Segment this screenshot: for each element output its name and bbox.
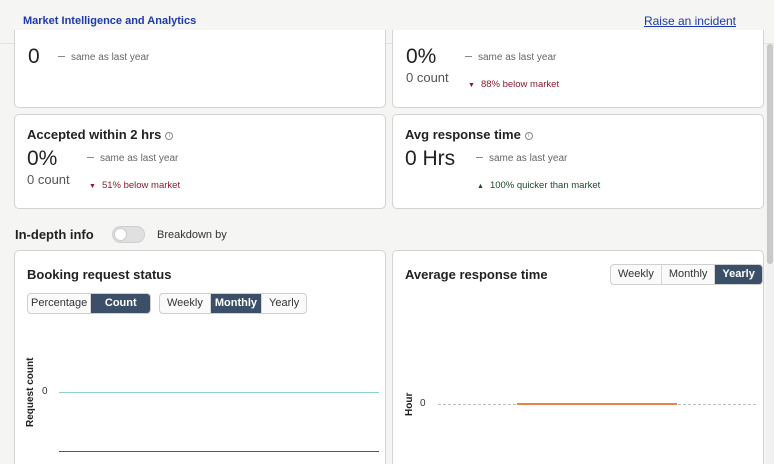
info-icon[interactable]: i [524, 132, 533, 140]
average-response-time-card: Average response time Weekly Monthly Yea… [392, 250, 764, 464]
metric-value: 0% [406, 45, 437, 68]
card-title: Booking request status [27, 267, 172, 282]
card-title: Avg response time i [405, 127, 533, 142]
metric-value: 0 [28, 45, 40, 68]
metric-value: 0 Hrs [405, 147, 456, 170]
metric-card-top-left: 0 same as last year [14, 30, 386, 108]
scrollbar-thumb[interactable] [767, 44, 773, 264]
booking-request-status-card: Booking request status Percentage Count … [14, 250, 386, 464]
market-comparison: ▼ 51% below market [89, 180, 181, 191]
same-as-last-year: same as last year [465, 52, 556, 63]
y-axis-label: Request count [25, 357, 36, 427]
option-percentage[interactable]: Percentage [28, 294, 92, 313]
mode-selector: Percentage Count [27, 293, 152, 314]
in-depth-info-heading: In-depth info [15, 227, 94, 242]
metric-count: 0 count [406, 70, 449, 85]
period-selector: Weekly Monthly Yearly [159, 293, 308, 314]
breakdown-label: Breakdown by [157, 229, 227, 241]
market-comparison: ▲ 100% quicker than market [477, 180, 601, 191]
option-yearly[interactable]: Yearly [269, 297, 300, 309]
caret-down-icon: ▼ [468, 82, 475, 89]
market-comparison: ▼ 88% below market [468, 79, 560, 90]
metric-card-top-right: 0% 0 count same as last year ▼ 88% below … [392, 30, 764, 108]
toggle-knob [114, 228, 127, 241]
page-scrollbar[interactable] [766, 44, 774, 464]
option-weekly[interactable]: Weekly [160, 294, 211, 313]
caret-down-icon: ▼ [89, 183, 96, 190]
option-count[interactable]: Count [91, 294, 151, 313]
breakdown-toggle[interactable] [112, 226, 145, 243]
avg-response-time-card: Avg response time i 0 Hrs same as last ye… [392, 114, 764, 209]
card-title: Accepted within 2 hrs i [27, 127, 174, 142]
same-as-last-year: same as last year [476, 153, 567, 164]
series-line [59, 392, 379, 393]
info-icon[interactable]: i [165, 132, 174, 140]
option-weekly[interactable]: Weekly [611, 265, 662, 284]
raise-incident-link[interactable]: Raise an incident [643, 14, 736, 28]
card-title: Average response time [405, 267, 548, 282]
caret-up-icon: ▲ [477, 183, 484, 190]
same-as-last-year: same as last year [58, 52, 149, 63]
period-selector: Weekly Monthly Yearly [610, 264, 763, 285]
option-yearly[interactable]: Yearly [715, 265, 762, 284]
series-line [517, 403, 677, 405]
accepted-within-2hrs-card: Accepted within 2 hrs i 0% 0 count same a… [14, 114, 386, 209]
x-axis-line [59, 451, 379, 452]
metric-value: 0% [27, 147, 58, 170]
y-tick-label: 0 [420, 398, 426, 409]
metric-count: 0 count [27, 172, 70, 187]
same-as-last-year: same as last year [87, 153, 178, 164]
y-axis-label: Hour [404, 392, 415, 416]
option-monthly[interactable]: Monthly [210, 294, 263, 313]
option-monthly[interactable]: Monthly [662, 265, 716, 284]
brand-title: Market Intelligence and Analytics [23, 15, 197, 27]
y-tick-label: 0 [42, 386, 48, 397]
